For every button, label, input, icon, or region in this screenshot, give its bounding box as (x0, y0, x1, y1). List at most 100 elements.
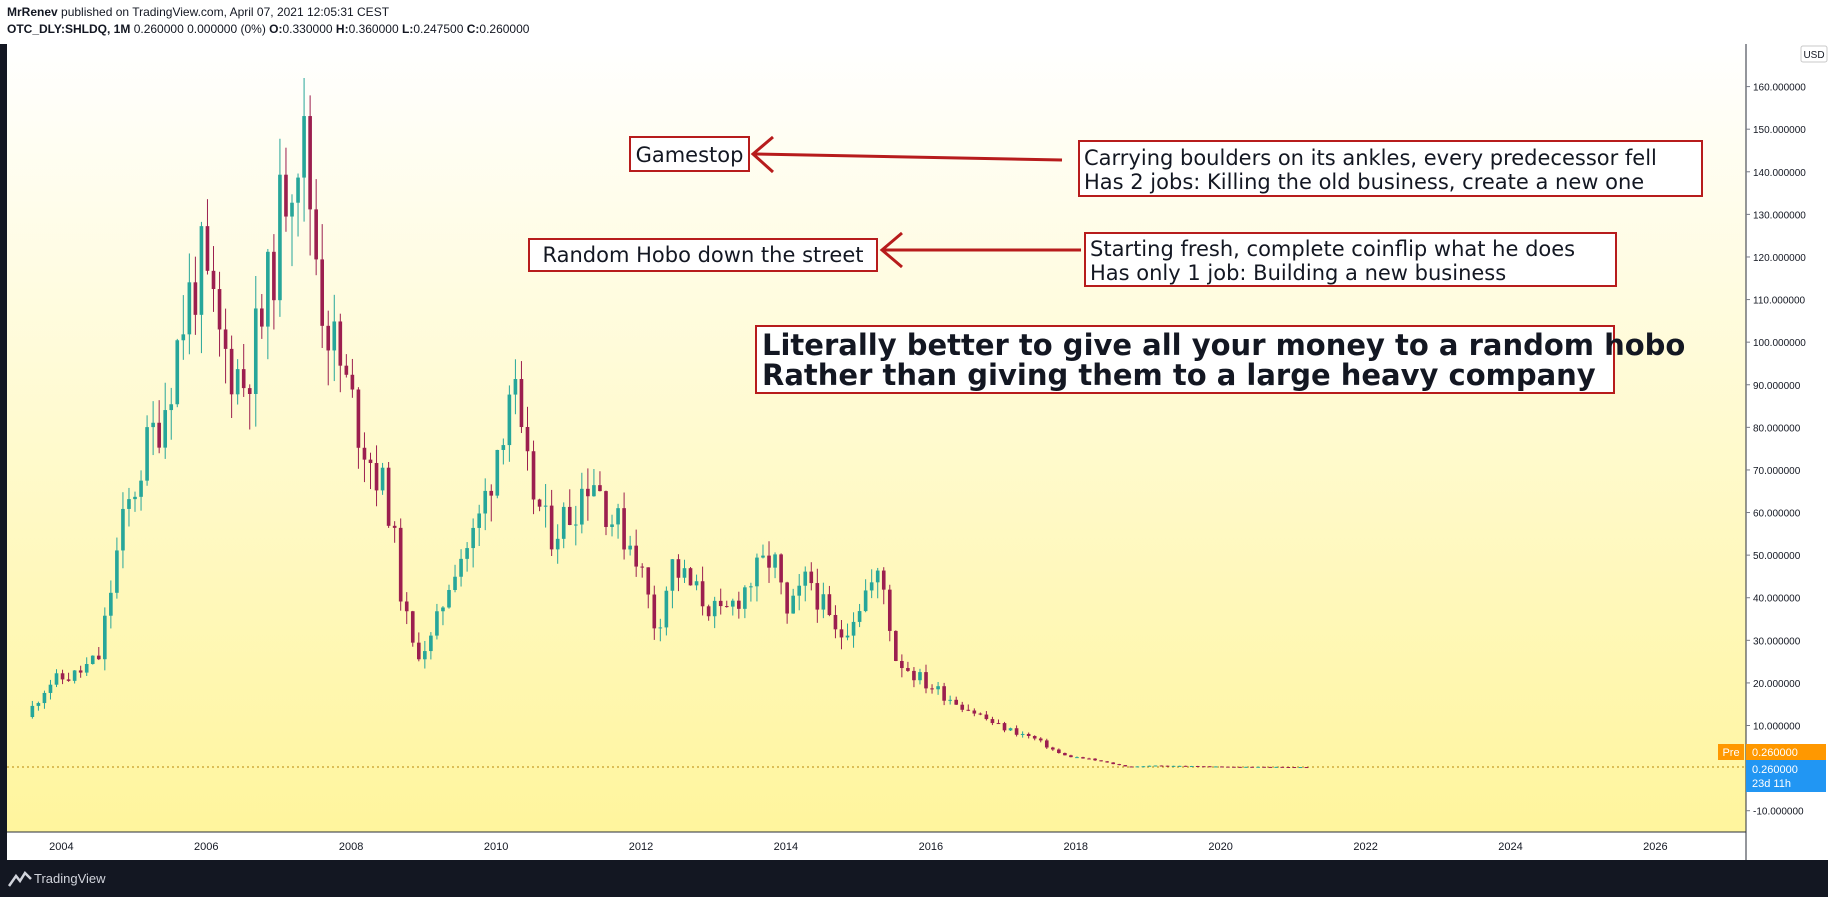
high-label: H: (335, 22, 349, 36)
price-chart[interactable]: 160.000000 150.000000 140.000000 130.000000… (0, 44, 1828, 860)
publish-info: published on TradingView.com, April 07, … (61, 5, 390, 19)
tradingview-logo-icon[interactable] (8, 870, 32, 888)
footer-brand[interactable]: TradingView (34, 871, 106, 886)
candle-body (386, 467, 391, 526)
hobo-note-box (1084, 232, 1617, 287)
candle-body (851, 621, 856, 636)
candle-body (839, 629, 844, 638)
price-tick-label: 140.000000 (1753, 168, 1806, 179)
time-ticks: 2004 2006 2008 2010 2012 2014 2016 2018 2020 2022… (49, 841, 1668, 853)
candle-body (737, 600, 741, 609)
candle-body (290, 202, 294, 217)
candle-body (181, 334, 186, 341)
candle-body (519, 379, 524, 428)
candle-body (477, 513, 481, 528)
candle-body (332, 321, 337, 351)
open-label: O: (269, 22, 283, 36)
candle-body (863, 590, 868, 612)
candle-body (1057, 749, 1061, 753)
candle-body (845, 635, 850, 638)
candle-body (374, 463, 379, 491)
candle-body (749, 586, 753, 588)
candle-body (78, 670, 83, 673)
candle-body (48, 684, 53, 693)
candle-body (1250, 766, 1254, 768)
candle-body (380, 467, 385, 491)
gamestop-label: Gamestop (636, 143, 744, 167)
candle-body (187, 282, 192, 335)
candle-body (1244, 766, 1248, 768)
candle-body (1051, 747, 1055, 750)
candle-body (1226, 766, 1230, 768)
candle-body (1087, 758, 1091, 760)
candle-body (151, 422, 155, 428)
candle-body (567, 506, 572, 525)
candle-body (338, 321, 343, 366)
candle-body (670, 559, 675, 591)
candle-body (1189, 766, 1194, 768)
candle-body (229, 348, 234, 395)
candle-body (441, 607, 445, 612)
candle-body (398, 527, 403, 602)
candle-body (1262, 766, 1266, 768)
price-axis (1746, 44, 1828, 860)
candle-body (115, 550, 119, 593)
hobo-label: Random Hobo down the street (542, 243, 863, 267)
footer-bar: TradingView (0, 860, 1828, 897)
time-tick-label: 2012 (629, 841, 653, 853)
candle-body (706, 606, 711, 617)
candle-body (930, 688, 934, 690)
candle-body (260, 308, 264, 327)
symbol-label[interactable]: OTC_DLY:SHLDQ, 1M (7, 22, 131, 36)
candle-body (730, 600, 735, 607)
candle-body (1159, 765, 1164, 767)
quote-change: 0.260000 0.000000 (0%) (133, 22, 266, 36)
author-name[interactable]: MrRenev (7, 5, 58, 19)
candle-body (604, 491, 608, 527)
candle-body (887, 589, 892, 631)
open-value: 0.330000 (282, 22, 333, 36)
candle-body (36, 703, 41, 706)
candle-body (447, 589, 451, 608)
candle-body (688, 568, 693, 586)
candle-body (1075, 757, 1079, 759)
candle-body (586, 488, 590, 497)
pre-market-badge: Pre 0.260000 (1718, 744, 1826, 760)
bar-countdown: 23d 11h (1752, 778, 1791, 790)
time-tick-label: 2020 (1208, 841, 1232, 853)
candle-body (972, 710, 977, 714)
candle-body (1165, 765, 1170, 767)
candle-body (561, 506, 566, 539)
candle-body (857, 611, 862, 622)
time-axis (7, 832, 1746, 860)
candle-body (900, 661, 904, 669)
candle-body (525, 427, 530, 452)
candle-body (1123, 765, 1128, 767)
candle-body (646, 567, 651, 595)
price-tick-label: 130.000000 (1753, 210, 1806, 221)
candle-body (1201, 766, 1206, 768)
candle-body (779, 554, 783, 583)
candle-body (296, 177, 300, 203)
price-tick-label: 80.000000 (1753, 423, 1801, 434)
candle-body (1298, 767, 1303, 769)
candle-body (489, 490, 494, 496)
candles-group (30, 78, 1309, 769)
candle-body (664, 590, 669, 628)
candle-body (875, 570, 880, 583)
gamestop-note-box (1078, 140, 1703, 197)
last-price: 0.260000 (1752, 764, 1798, 776)
time-tick-label: 2016 (919, 841, 943, 853)
candle-body (803, 571, 808, 586)
candle-body (942, 686, 946, 701)
candle-body (145, 427, 149, 481)
close-label: C: (466, 22, 480, 36)
candle-body (610, 524, 614, 527)
price-tick-label: 40.000000 (1753, 594, 1801, 605)
candle-body (320, 259, 325, 326)
candle-body (537, 499, 542, 507)
candle-body (471, 527, 475, 549)
candle-body (1038, 738, 1043, 741)
candle-body (410, 611, 415, 643)
candle-body (103, 615, 107, 660)
